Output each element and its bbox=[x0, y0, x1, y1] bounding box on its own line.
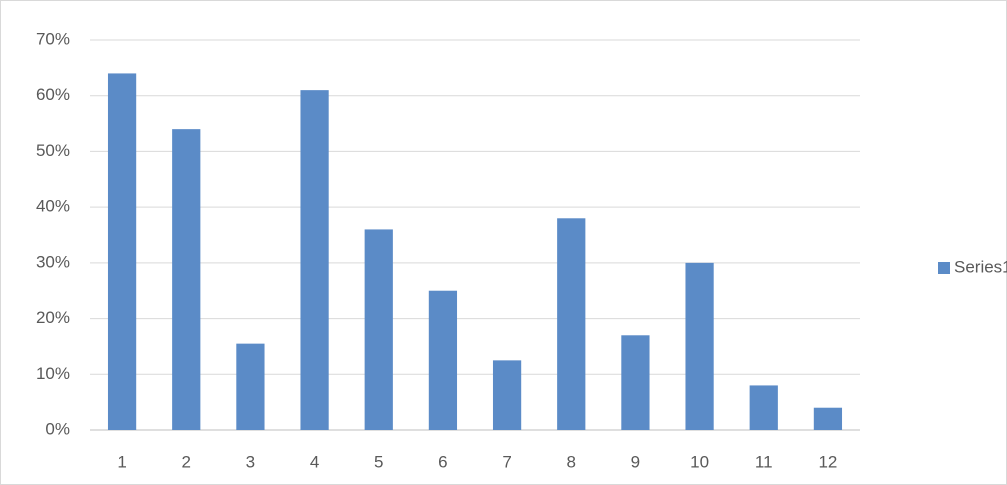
bar bbox=[685, 262, 714, 430]
legend-label: Series1 bbox=[954, 257, 1007, 276]
x-tick-label: 6 bbox=[438, 452, 447, 471]
bar bbox=[172, 129, 201, 430]
bar bbox=[236, 343, 265, 430]
x-tick-label: 8 bbox=[567, 452, 576, 471]
x-tick-label: 4 bbox=[310, 452, 319, 471]
bar bbox=[557, 218, 586, 430]
bar bbox=[107, 73, 137, 430]
y-tick-label: 70% bbox=[36, 29, 70, 48]
x-tick-label: 1 bbox=[117, 452, 126, 471]
bar bbox=[749, 385, 778, 430]
y-tick-label: 30% bbox=[36, 252, 70, 271]
legend-swatch bbox=[938, 262, 950, 274]
y-tick-label: 40% bbox=[36, 197, 70, 216]
x-tick-label: 7 bbox=[502, 452, 511, 471]
y-tick-label: 20% bbox=[36, 308, 70, 327]
bar bbox=[300, 90, 329, 431]
bar bbox=[813, 407, 843, 430]
y-tick-label: 0% bbox=[45, 419, 70, 438]
y-tick-label: 50% bbox=[36, 141, 70, 160]
x-tick-label: 11 bbox=[755, 452, 773, 471]
bar bbox=[621, 335, 650, 430]
x-tick-label: 2 bbox=[182, 452, 191, 471]
x-tick-label: 10 bbox=[690, 452, 709, 471]
y-tick-label: 10% bbox=[36, 364, 70, 383]
x-tick-label: 9 bbox=[631, 452, 640, 471]
x-tick-label: 5 bbox=[374, 452, 383, 471]
bar bbox=[492, 360, 522, 430]
x-tick-label: 3 bbox=[246, 452, 255, 471]
bar bbox=[428, 290, 458, 430]
y-tick-label: 60% bbox=[36, 85, 70, 104]
bar bbox=[364, 229, 393, 430]
x-tick-label: 12 bbox=[818, 452, 837, 471]
